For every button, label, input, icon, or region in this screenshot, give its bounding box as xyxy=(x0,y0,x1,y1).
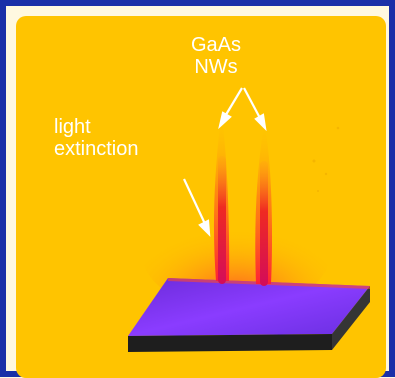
nws-label: GaAs NWs xyxy=(181,34,251,78)
nanowire-extinction-image xyxy=(128,87,370,352)
figure-panel: GaAs NWs light extinction xyxy=(16,16,386,378)
nanowire-left xyxy=(213,116,230,284)
nws-arrows xyxy=(218,87,267,132)
extinction-arrow xyxy=(183,178,211,237)
background-speckle xyxy=(312,126,340,192)
light-label-line1: light xyxy=(54,116,91,138)
substrate xyxy=(128,278,370,352)
nws-label-line1: GaAs xyxy=(190,34,242,56)
nanowire-right xyxy=(255,124,273,286)
light-label-line2: extinction xyxy=(54,138,139,160)
nws-label-line2: NWs xyxy=(194,56,238,78)
light-extinction-label: light extinction xyxy=(54,116,139,160)
